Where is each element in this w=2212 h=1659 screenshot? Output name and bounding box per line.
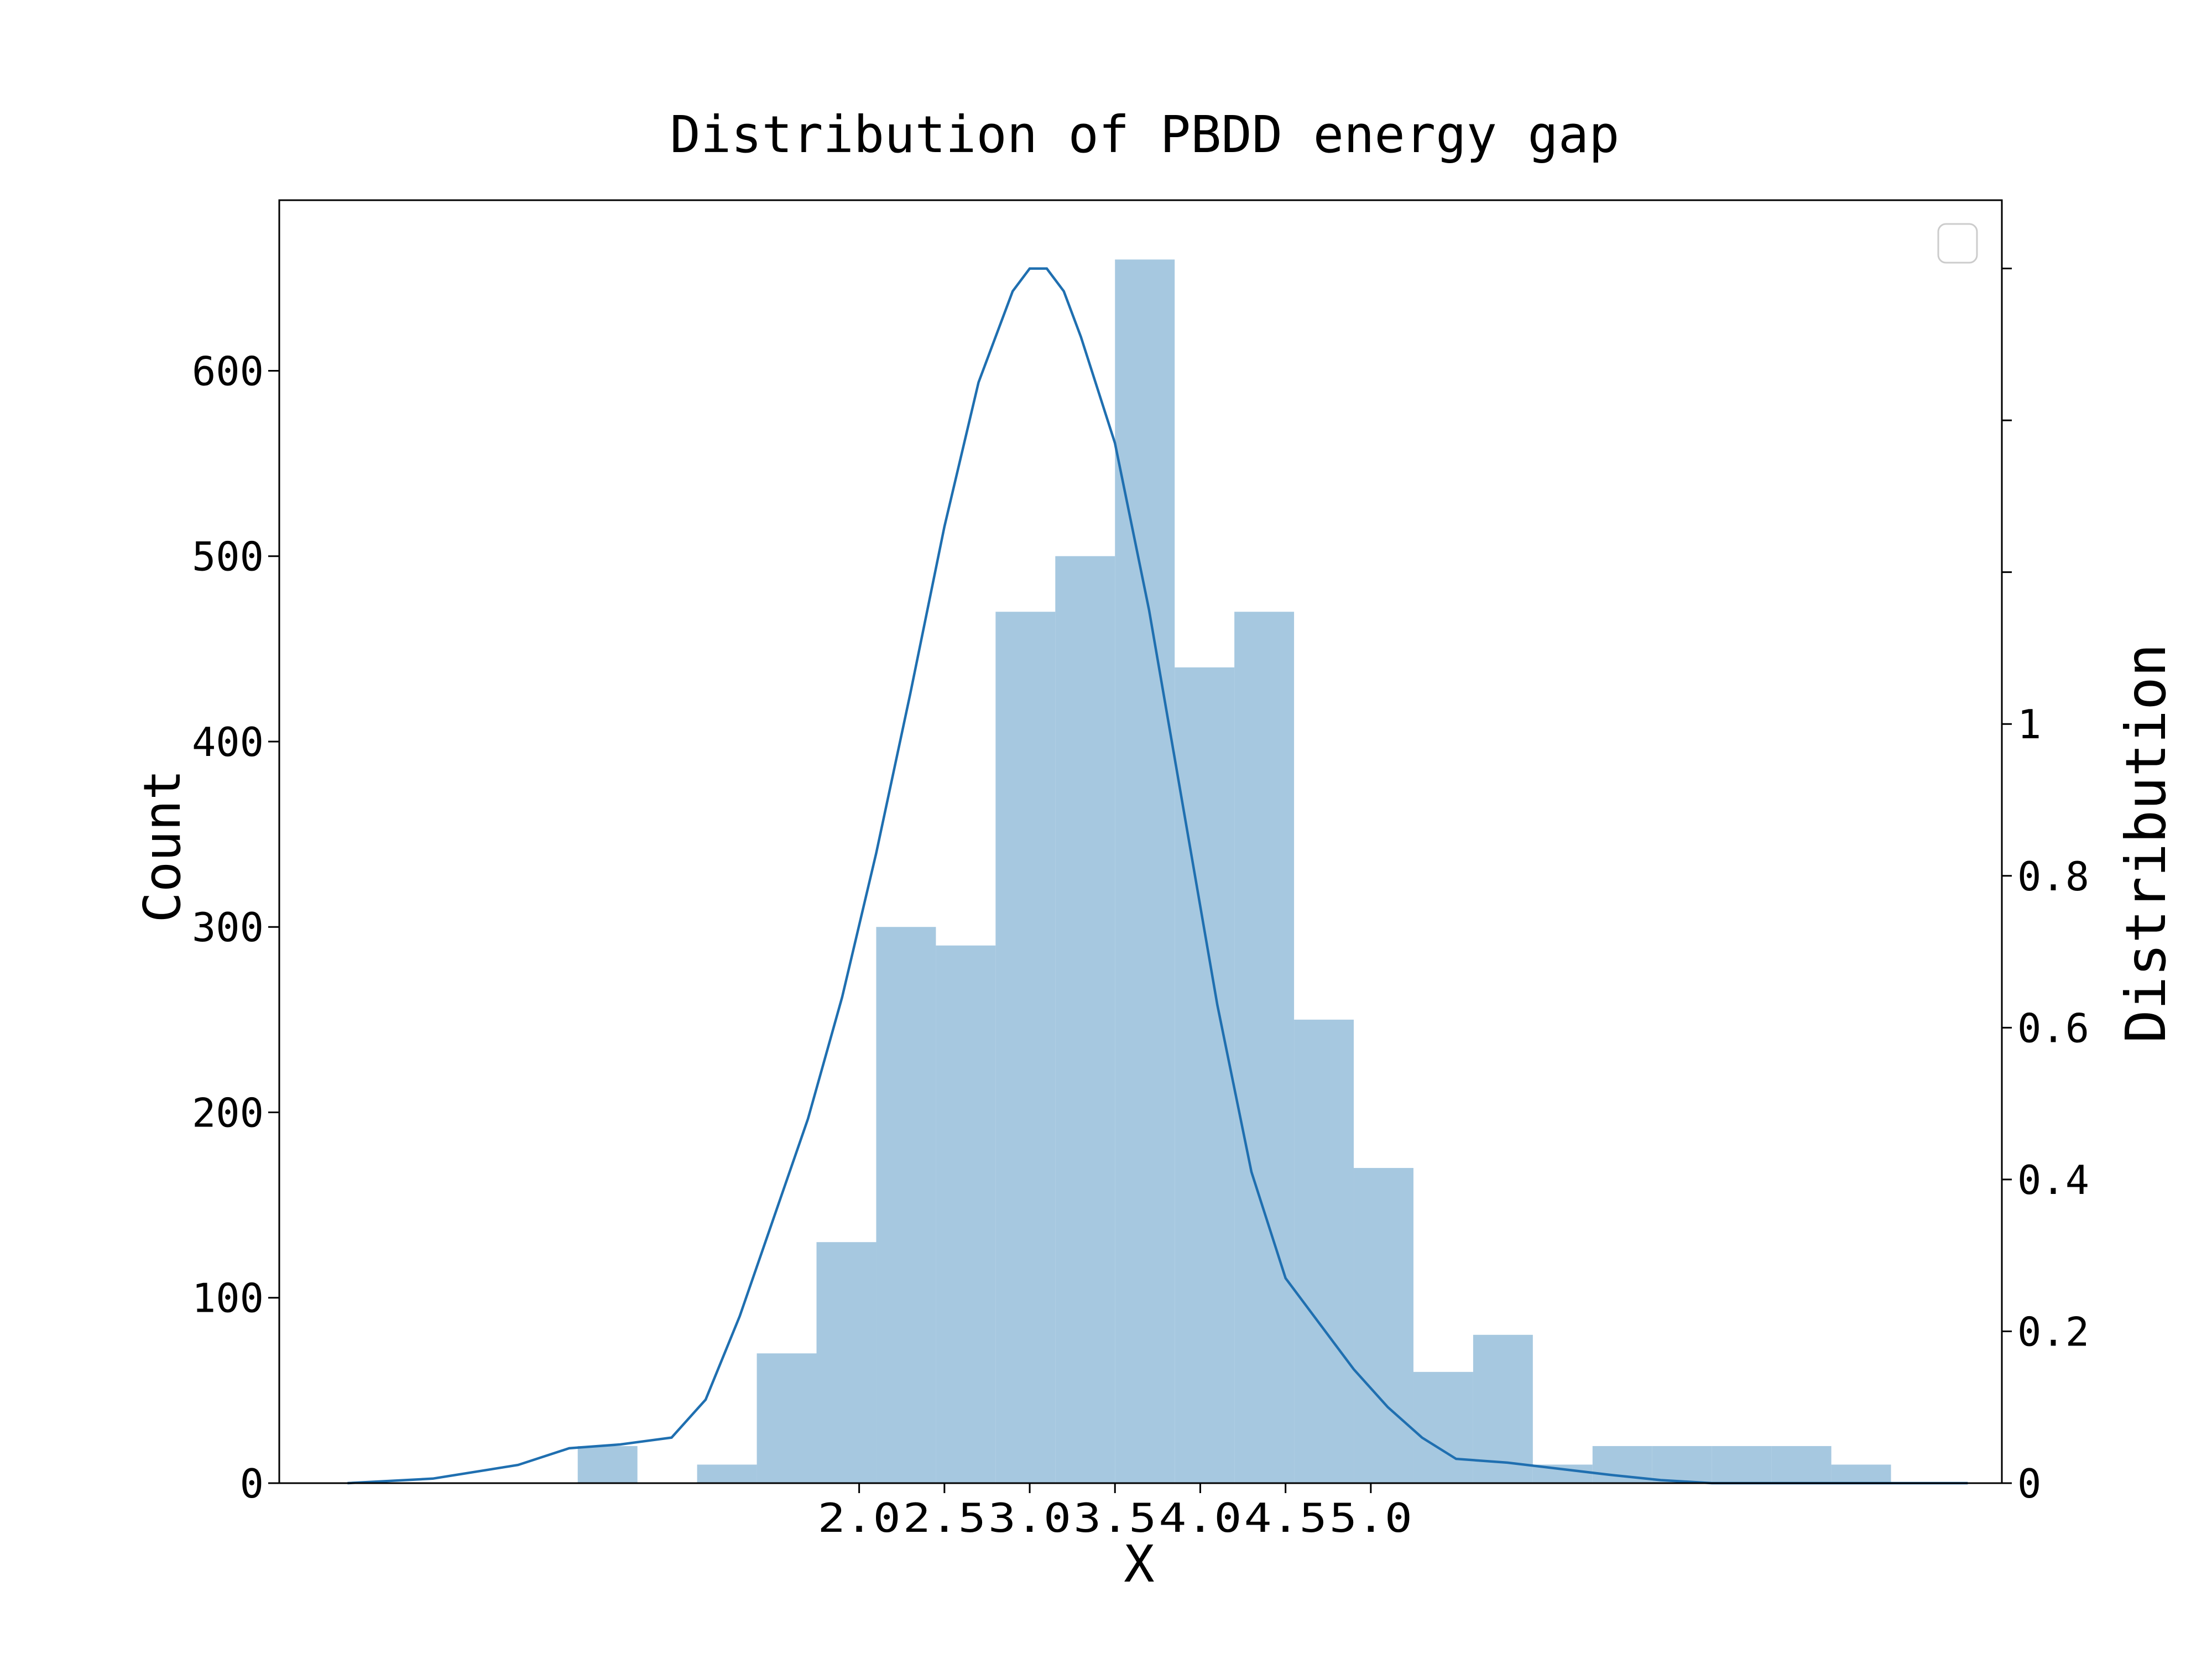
left-y-axis: 0 100 200 300 400 500 600 [192,348,279,1507]
density-curve [347,267,1968,1485]
histogram-bar [1294,1019,1354,1483]
x-tick-label: 2.0 [818,1495,901,1541]
histogram-bar [1055,556,1115,1483]
histogram-bar [1413,1371,1473,1483]
histogram-bar [1354,1168,1413,1483]
x-tick-label: 4.0 [1159,1495,1241,1541]
histogram-bar [577,1446,638,1483]
histogram-bar [995,612,1056,1483]
x-tick-label: 4.5 [1244,1495,1327,1541]
y-tick-label: 100 [192,1275,264,1322]
right-y-tick-label: 0.8 [2017,853,2089,900]
x-tick-label: 5.0 [1329,1495,1412,1541]
y-tick-label: 500 [192,534,264,580]
histogram-bar [936,945,996,1483]
histogram-bar [816,1242,877,1483]
x-axis-label: X [1124,1535,1154,1594]
histogram-bar [1831,1464,1891,1483]
x-tick-label: 2.5 [903,1495,986,1541]
histogram-bar [1234,612,1295,1483]
x-tick-label: 3.0 [988,1495,1071,1541]
right-y-axis: 0 0.2 0.4 0.6 0.8 1 [2002,268,2089,1507]
y-tick-label: 400 [192,719,264,765]
right-y-axis-label: Distribution [2114,644,2178,1043]
y-tick-label: 200 [192,1089,264,1136]
right-y-tick-label: 0.2 [2017,1308,2089,1355]
x-axis: 2.0 2.5 3.0 3.5 4.0 4.5 5.0 [818,1483,1412,1541]
histogram-bar [697,1464,757,1483]
plot-frame [278,199,2003,1484]
y-axis-label: Count [133,770,192,923]
histogram-bar [1175,667,1235,1483]
histogram-bar [1115,259,1175,1484]
chart-title: Distribution of PBDD energy gap [670,105,1619,164]
y-tick-label: 600 [192,348,264,394]
histogram-bar [757,1353,817,1483]
right-y-tick-label: 0.4 [2017,1157,2089,1203]
histogram-bar [1473,1334,1533,1483]
bars-group [577,259,1891,1484]
y-tick-label: 300 [192,904,264,951]
right-y-tick-label: 1 [2017,701,2041,748]
histogram-bar [1652,1446,1712,1483]
x-tick-label: 3.5 [1073,1495,1156,1541]
histogram-bar [876,927,936,1483]
y-tick-label: 0 [240,1460,264,1507]
histogram-bar [1712,1446,1772,1483]
right-y-tick-label: 0.6 [2017,1005,2089,1051]
right-y-tick-label: 0 [2017,1460,2041,1507]
legend-box [1937,223,1978,264]
histogram-bar [1771,1446,1832,1483]
